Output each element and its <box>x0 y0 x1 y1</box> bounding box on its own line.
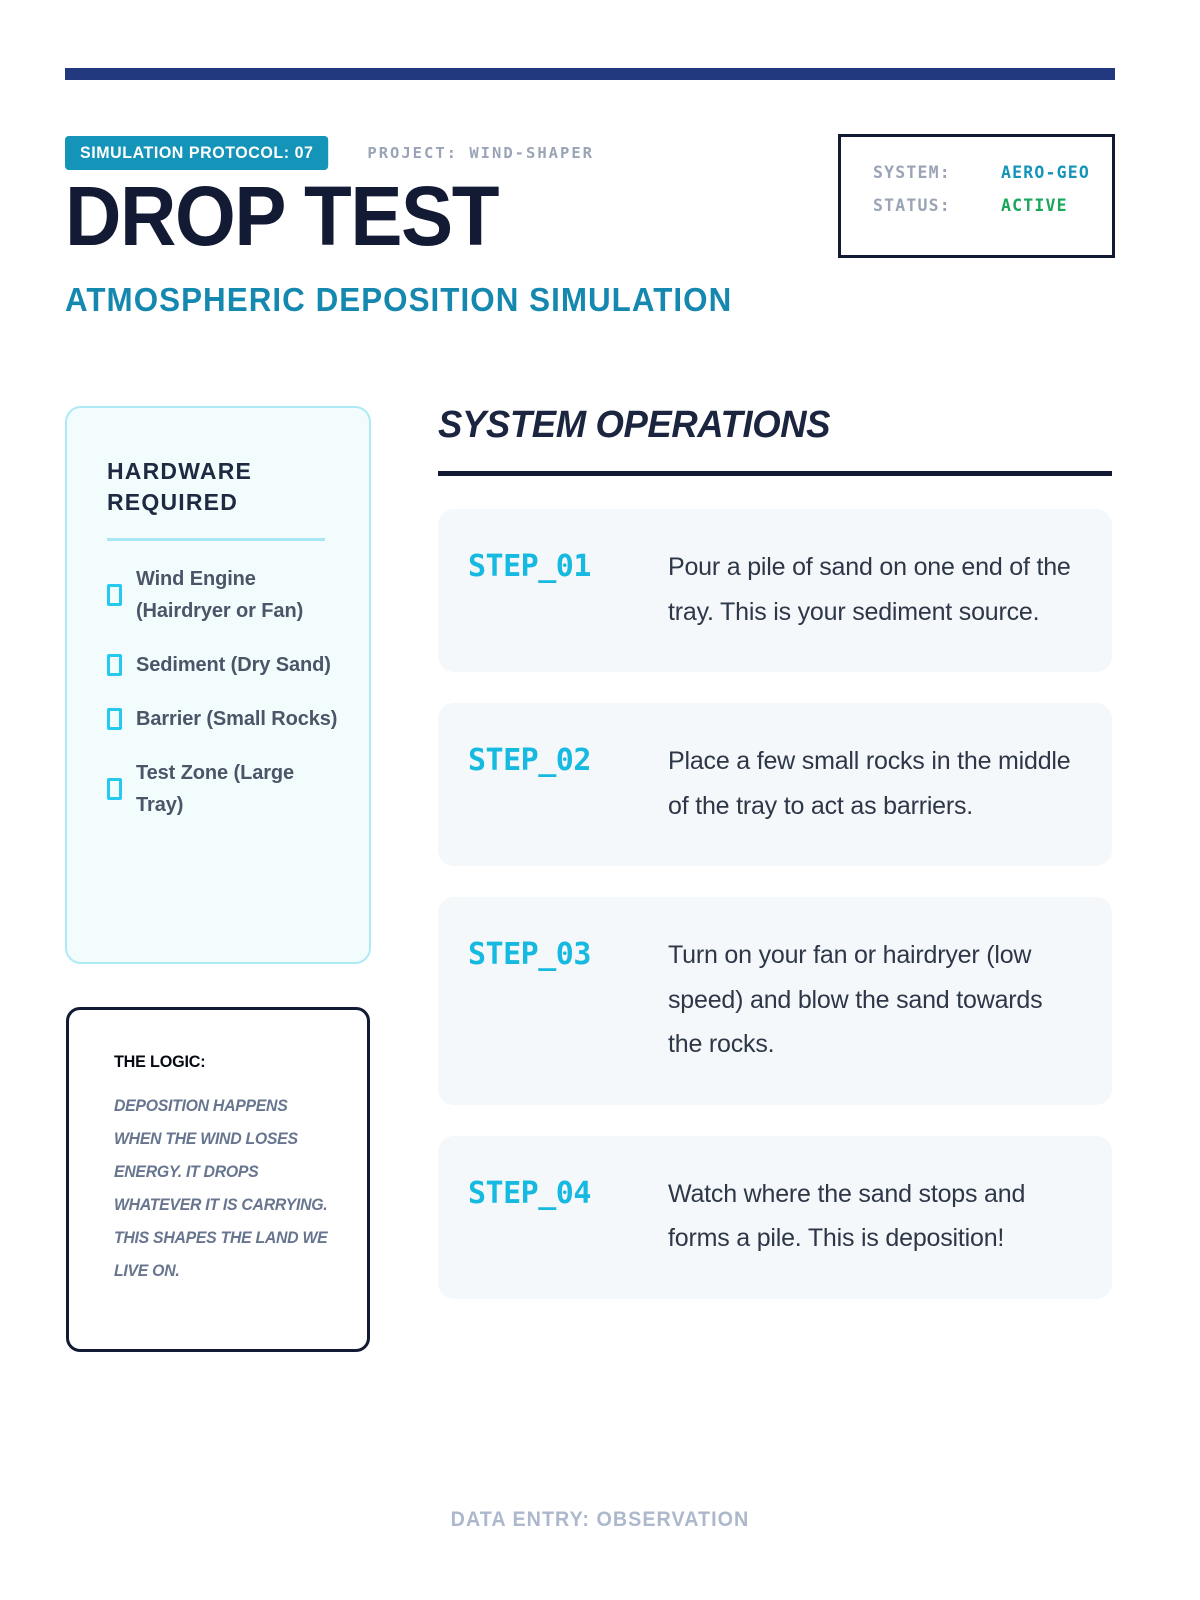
protocol-badge: SIMULATION PROTOCOL: 07 <box>65 136 329 170</box>
step-text: Watch where the sand stops and forms a p… <box>668 1179 1026 1253</box>
step-card: STEP_03 Turn on your fan or hairdryer (l… <box>438 897 1112 1105</box>
step-card: STEP_01 Pour a pile of sand on one end o… <box>438 509 1112 672</box>
status-row-system: SYSTEM: AERO-GEO <box>873 163 1112 182</box>
page-title: DROP TEST <box>65 169 499 263</box>
step-card: STEP_04 Watch where the sand stops and f… <box>438 1135 1112 1299</box>
page-header: SIMULATION PROTOCOL: 07 PROJECT: WIND-SH… <box>65 136 1115 319</box>
hardware-divider <box>107 538 325 542</box>
hardware-item-label: Barrier (Small Rocks) <box>136 708 338 731</box>
step-text: Turn on your fan or hairdryer (low speed… <box>668 941 1043 1058</box>
hardware-item-label: Wind Engine (Hairdryer or Fan) <box>136 568 304 623</box>
status-row-status: STATUS: ACTIVE <box>873 196 1112 215</box>
step-key: STEP_02 <box>468 743 591 778</box>
step-text: Pour a pile of sand on one end of the tr… <box>668 553 1071 626</box>
checkbox-empty-icon[interactable] <box>107 778 122 801</box>
footer-label: DATA ENTRY: OBSERVATION <box>450 1508 750 1531</box>
hardware-item-label: Sediment (Dry Sand) <box>136 654 331 677</box>
page-subtitle: ATMOSPHERIC DEPOSITION SIMULATION <box>65 281 733 319</box>
status-badge: ACTIVE <box>1001 196 1068 215</box>
hardware-item-label: Test Zone (Large Tray) <box>136 762 295 817</box>
project-label: PROJECT: WIND-SHAPER <box>367 144 594 162</box>
step-key: STEP_04 <box>468 1175 591 1211</box>
checkbox-empty-icon[interactable] <box>107 584 122 607</box>
system-label: SYSTEM: <box>873 163 951 182</box>
logic-title: THE LOGIC: <box>114 1052 206 1071</box>
hardware-required-title: HARDWARE REQUIRED <box>107 458 253 516</box>
status-panel: SYSTEM: AERO-GEO STATUS: ACTIVE <box>838 134 1115 258</box>
step-key: STEP_03 <box>468 937 591 972</box>
step-card: STEP_02 Place a few small rocks in the m… <box>438 703 1112 866</box>
logic-body: DEPOSITION HAPPENS WHEN THE WIND LOSES E… <box>114 1097 328 1280</box>
steps-list: STEP_01 Pour a pile of sand on one end o… <box>438 509 1112 1299</box>
step-text: Place a few small rocks in the middle of… <box>668 747 1071 820</box>
top-accent-rule <box>65 68 1115 80</box>
system-operations-title: SYSTEM OPERATIONS <box>438 404 831 446</box>
step-key: STEP_01 <box>468 549 591 584</box>
logic-callout-box: THE LOGIC: DEPOSITION HAPPENS WHEN THE W… <box>66 1007 370 1352</box>
status-label: STATUS: <box>873 196 951 215</box>
system-operations-rule <box>438 471 1112 476</box>
hardware-item[interactable]: Test Zone (Large Tray) <box>107 757 339 821</box>
header-meta-row: SIMULATION PROTOCOL: 07 PROJECT: WIND-SH… <box>65 136 1115 170</box>
hardware-item[interactable]: Wind Engine (Hairdryer or Fan) <box>107 563 339 627</box>
hardware-required-card: HARDWARE REQUIRED Wind Engine (Hairdryer… <box>65 406 371 964</box>
system-operations-section: SYSTEM OPERATIONS STEP_01 Pour a pile of… <box>438 404 1112 1330</box>
checkbox-empty-icon[interactable] <box>107 708 122 731</box>
hardware-item[interactable]: Barrier (Small Rocks) <box>107 703 339 735</box>
hardware-item[interactable]: Sediment (Dry Sand) <box>107 649 339 681</box>
system-value: AERO-GEO <box>1001 163 1091 182</box>
checkbox-empty-icon[interactable] <box>107 654 122 677</box>
